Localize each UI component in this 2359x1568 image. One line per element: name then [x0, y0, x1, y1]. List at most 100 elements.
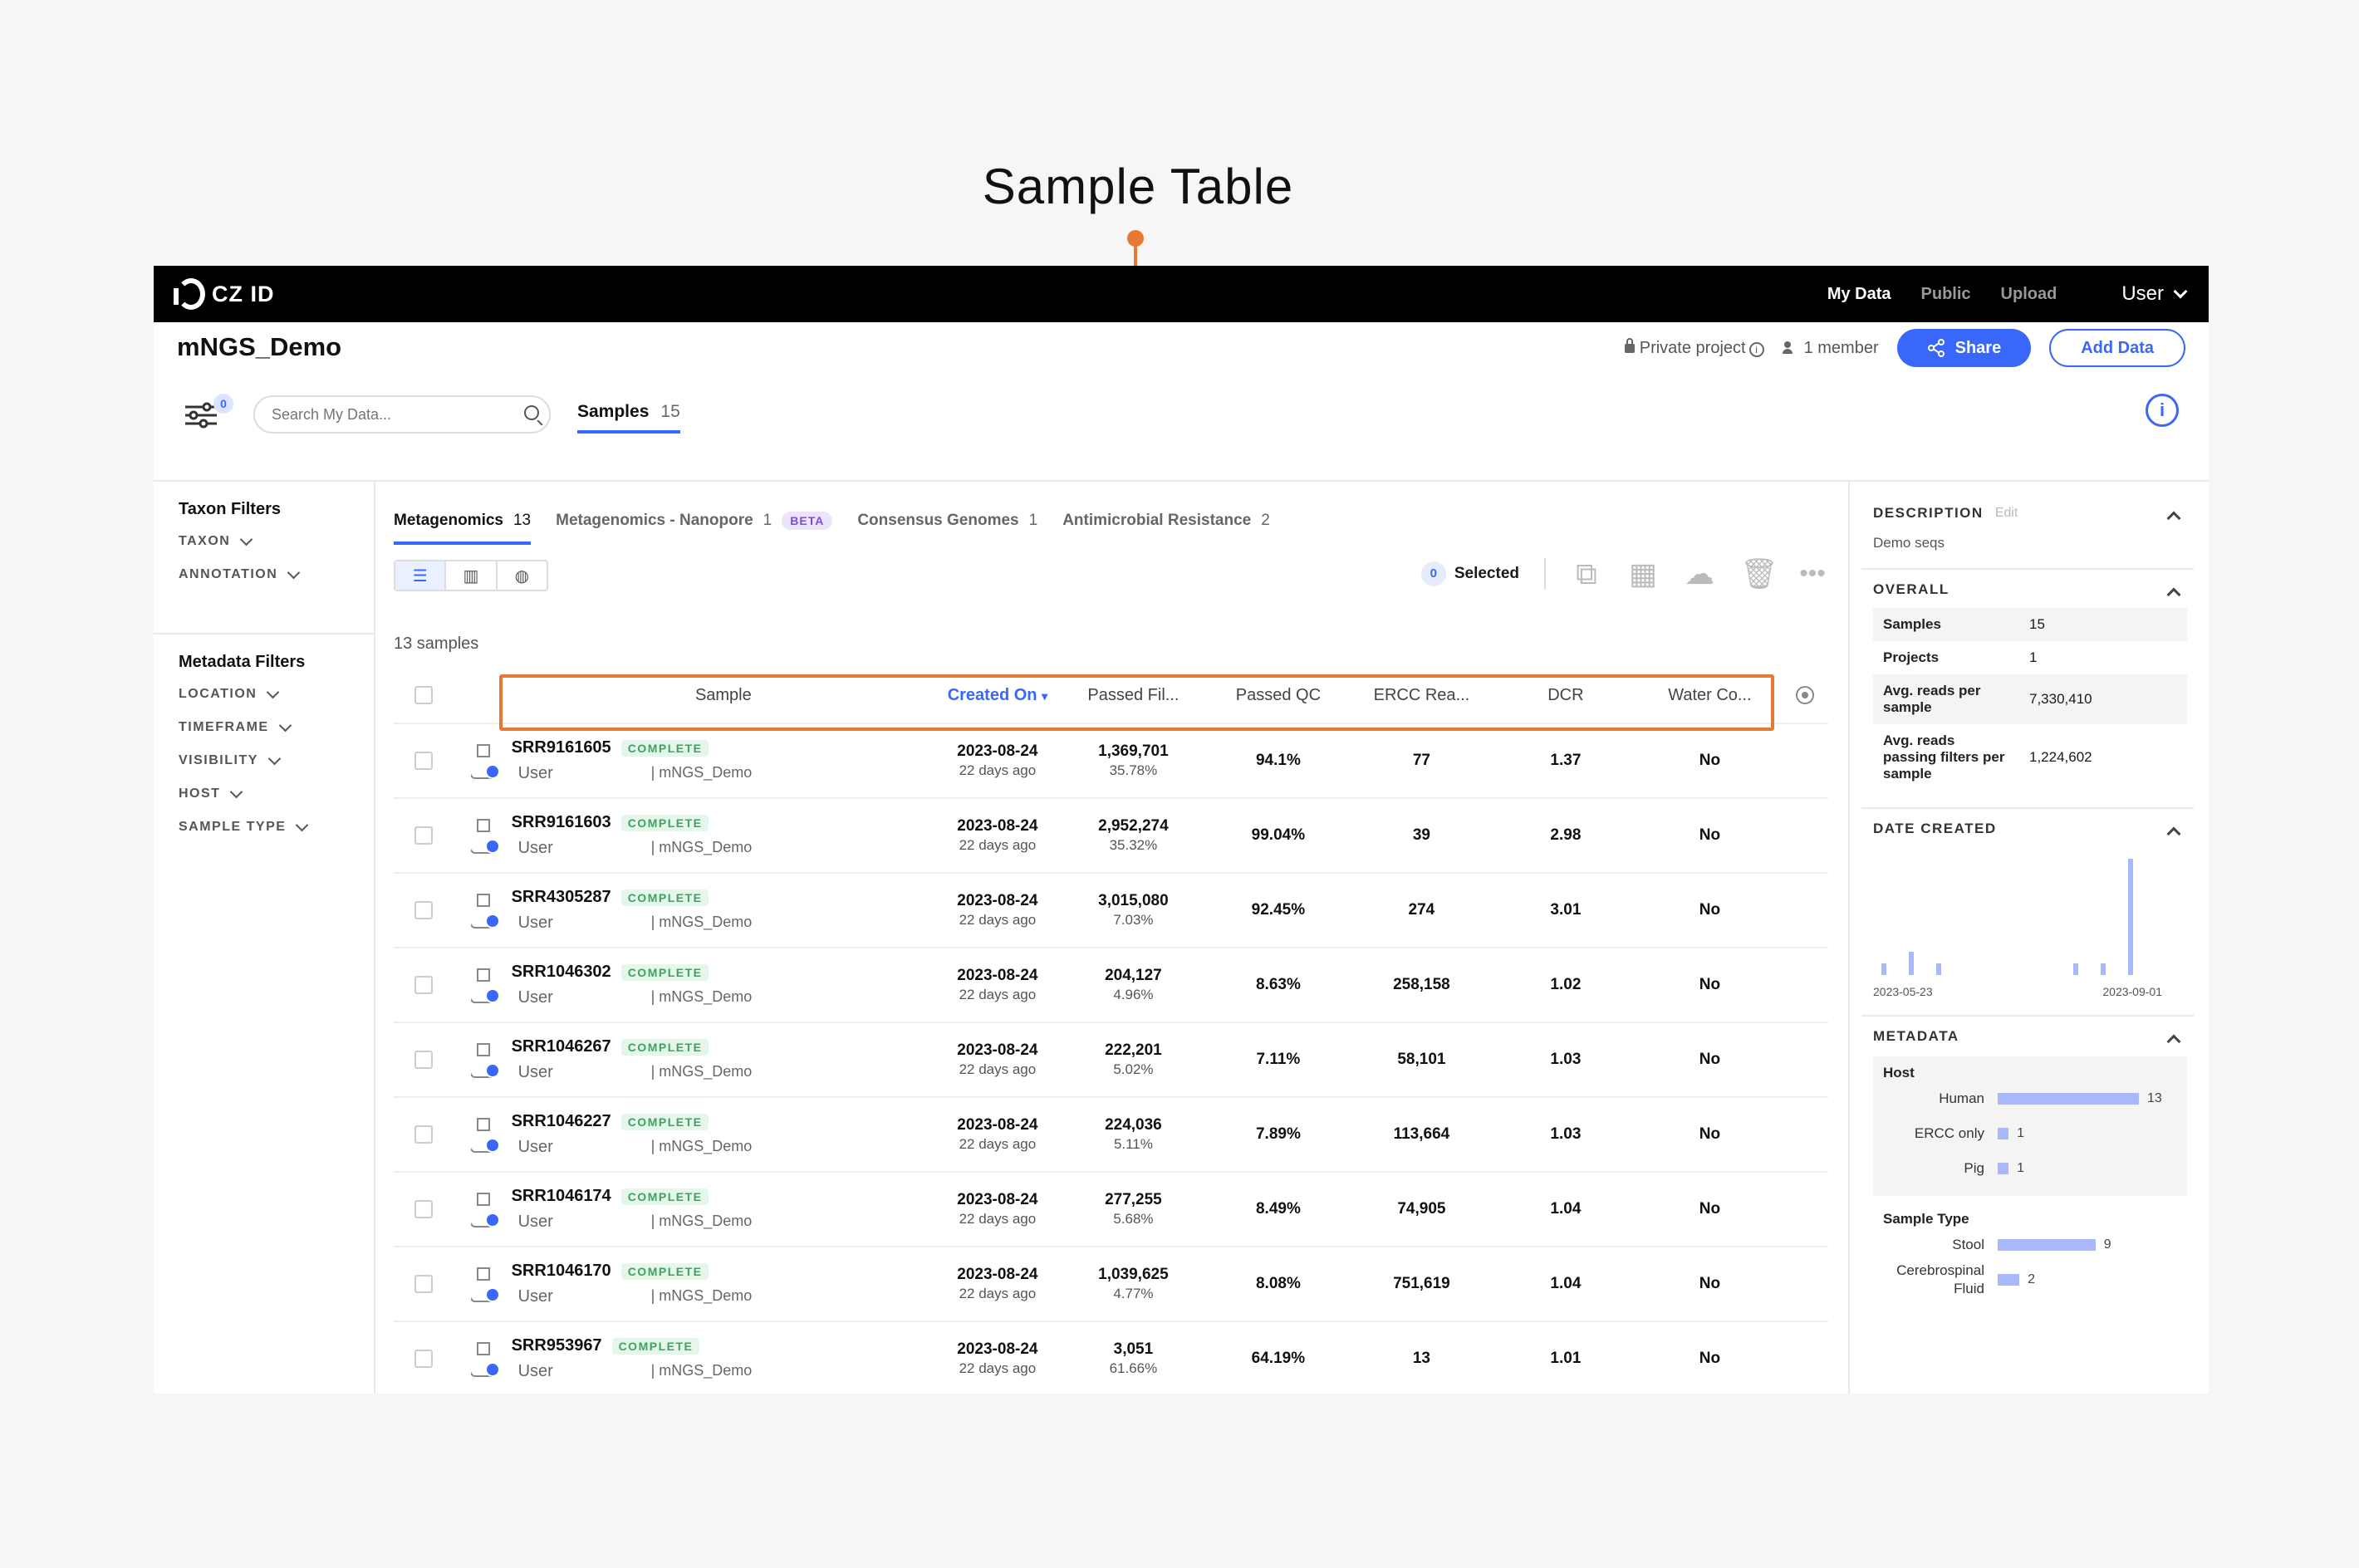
copy-icon[interactable]: ⧉	[1576, 556, 1597, 590]
user-menu[interactable]: User	[2121, 282, 2188, 306]
heatmap-icon[interactable]: ▦	[1628, 556, 1657, 590]
sample-name[interactable]: SRR9161603	[511, 813, 611, 831]
filter-host[interactable]: HOST	[179, 785, 349, 801]
row-checkbox[interactable]	[414, 1350, 433, 1368]
chart-view-icon[interactable]: ▥	[446, 561, 498, 590]
metadata-bar-row[interactable]: Cerebrospinal Fluid 2	[1883, 1262, 2187, 1297]
header-passed-qc[interactable]: Passed QC	[1235, 685, 1322, 704]
page-title: mNGS_Demo	[177, 332, 342, 361]
row-checkbox[interactable]	[414, 1275, 433, 1293]
histogram-bar[interactable]	[1909, 952, 1914, 975]
tab-metagenomics-nanopore[interactable]: Metagenomics - Nanopore 1 BETA	[556, 512, 833, 545]
tab-metagenomics[interactable]: Metagenomics 13	[394, 512, 532, 545]
status-badge: COMPLETE	[620, 889, 709, 906]
table-row[interactable]: SRR1046170 COMPLETE User | mNGS_Demo 2023-08…	[394, 1247, 1828, 1322]
histogram-bar[interactable]	[2128, 859, 2133, 975]
sample-name[interactable]: SRR1046174	[511, 1187, 611, 1205]
search-input[interactable]	[253, 395, 551, 434]
add-data-button[interactable]: Add Data	[2049, 329, 2185, 367]
share-button[interactable]: Share	[1896, 329, 2032, 367]
search-icon[interactable]	[524, 405, 539, 420]
tab-antimicrobial-resistance[interactable]: Antimicrobial Resistance 2	[1062, 512, 1270, 529]
histogram-bar[interactable]	[2101, 963, 2106, 975]
column-settings-icon[interactable]	[1796, 686, 1815, 704]
header-dcr[interactable]: DCR	[1547, 685, 1584, 704]
filter-timeframe[interactable]: TIMEFRAME	[179, 718, 349, 735]
sample-name[interactable]: SRR1046227	[511, 1112, 611, 1130]
histogram-bar[interactable]	[2073, 963, 2078, 975]
sample-name[interactable]: SRR1046267	[511, 1037, 611, 1056]
filter-annotation[interactable]: ANNOTATION	[179, 566, 349, 582]
histogram-bar[interactable]	[1881, 963, 1886, 975]
more-options-icon[interactable]: •••	[1799, 560, 1826, 587]
sample-name[interactable]: SRR1046170	[511, 1262, 611, 1280]
sample-name[interactable]: SRR953967	[511, 1336, 602, 1355]
tab-samples[interactable]: Samples 15	[577, 402, 680, 434]
filters-toggle-button[interactable]: 0	[184, 394, 233, 432]
filter-sample-type[interactable]: SAMPLE TYPE	[179, 818, 349, 835]
row-checkbox[interactable]	[414, 1200, 433, 1218]
metadata-filters-heading: Metadata Filters	[179, 653, 306, 671]
select-all-checkbox[interactable]	[414, 686, 433, 704]
sample-user: User	[517, 1213, 553, 1231]
info-icon[interactable]: i	[1748, 341, 1764, 357]
table-row[interactable]: SRR1046174 COMPLETE User | mNGS_Demo 2023-08…	[394, 1173, 1828, 1247]
map-view-icon[interactable]: ◍	[514, 566, 530, 586]
row-checkbox[interactable]	[414, 976, 433, 994]
table-row[interactable]: SRR9161603 COMPLETE User | mNGS_Demo 2023-08…	[394, 799, 1828, 874]
ercc-reads: 39	[1412, 826, 1430, 844]
filter-visibility[interactable]: VISIBILITY	[179, 752, 349, 768]
row-checkbox[interactable]	[414, 901, 433, 919]
table-row[interactable]: SRR9161605 COMPLETE User | mNGS_Demo 2023-08…	[394, 724, 1828, 799]
header-water-control[interactable]: Water Co...	[1668, 685, 1752, 704]
trash-icon[interactable]: 🗑	[1740, 556, 1778, 590]
czid-logo[interactable]: CZ ID	[174, 278, 275, 310]
header-sample[interactable]: Sample	[694, 685, 752, 704]
download-cloud-icon[interactable]: ☁	[1685, 556, 1714, 590]
status-badge: COMPLETE	[620, 963, 709, 981]
row-checkbox[interactable]	[414, 1125, 433, 1144]
table-row[interactable]: SRR953967 COMPLETE User | mNGS_Demo 2023-08-…	[394, 1322, 1828, 1394]
sample-name[interactable]: SRR9161605	[511, 738, 611, 757]
filter-location[interactable]: LOCATION	[179, 685, 349, 702]
sample-name[interactable]: SRR1046302	[511, 963, 611, 981]
edit-description-link[interactable]: Edit	[1994, 506, 2018, 520]
metadata-bar-row[interactable]: Pig 1	[1883, 1151, 2177, 1186]
row-checkbox[interactable]	[414, 826, 433, 845]
row-checkbox[interactable]	[414, 1051, 433, 1069]
privacy-status[interactable]: Private project i	[1624, 337, 1764, 358]
water-control: No	[1699, 752, 1721, 769]
table-row[interactable]: SRR1046227 COMPLETE User | mNGS_Demo 2023-08…	[394, 1098, 1828, 1173]
chevron-down-icon	[296, 818, 309, 831]
table-row[interactable]: SRR4305287 COMPLETE User | mNGS_Demo 2023-08…	[394, 874, 1828, 948]
passed-filters-count: 1,369,701	[1098, 742, 1169, 760]
nav-upload[interactable]: Upload	[2000, 284, 2057, 303]
water-control: No	[1699, 1125, 1721, 1143]
header-ercc-reads[interactable]: ERCC Rea...	[1373, 685, 1470, 704]
histogram-bar[interactable]	[1936, 963, 1941, 975]
nav-my-data[interactable]: My Data	[1827, 284, 1891, 303]
nav-public[interactable]: Public	[1920, 284, 1971, 303]
ercc-reads: 77	[1412, 752, 1430, 769]
filter-taxon[interactable]: TAXON	[179, 532, 349, 549]
table-row[interactable]: SRR1046302 COMPLETE User | mNGS_Demo 2023-08…	[394, 948, 1828, 1023]
tab-consensus-genomes[interactable]: Consensus Genomes 1	[857, 512, 1038, 529]
dcr-value: 1.04	[1550, 1275, 1582, 1292]
passed-filters-count: 1,039,625	[1098, 1265, 1169, 1283]
list-view-icon[interactable]: ☰	[395, 561, 447, 590]
annotation-dot	[1127, 230, 1144, 247]
header-passed-filters[interactable]: Passed Fil...	[1087, 685, 1180, 704]
sample-name[interactable]: SRR4305287	[511, 888, 611, 906]
metadata-bar-row[interactable]: ERCC only 1	[1883, 1116, 2177, 1151]
selected-count-badge: 0	[1420, 561, 1446, 586]
metadata-bar-row[interactable]: Stool 9	[1883, 1227, 2187, 1262]
row-checkbox[interactable]	[414, 752, 433, 770]
metadata-bar-label: ERCC only	[1914, 1125, 1984, 1141]
metadata-bar-row[interactable]: Human 13	[1883, 1081, 2177, 1116]
table-row[interactable]: SRR1046267 COMPLETE User | mNGS_Demo 2023-08…	[394, 1023, 1828, 1098]
filter-count-badge: 0	[213, 394, 233, 414]
sample-flask-icon	[470, 744, 500, 779]
header-created-on[interactable]: Created On ▾	[947, 685, 1048, 704]
members-link[interactable]: 1 member	[1782, 339, 1879, 358]
help-info-icon[interactable]: i	[2146, 394, 2179, 427]
